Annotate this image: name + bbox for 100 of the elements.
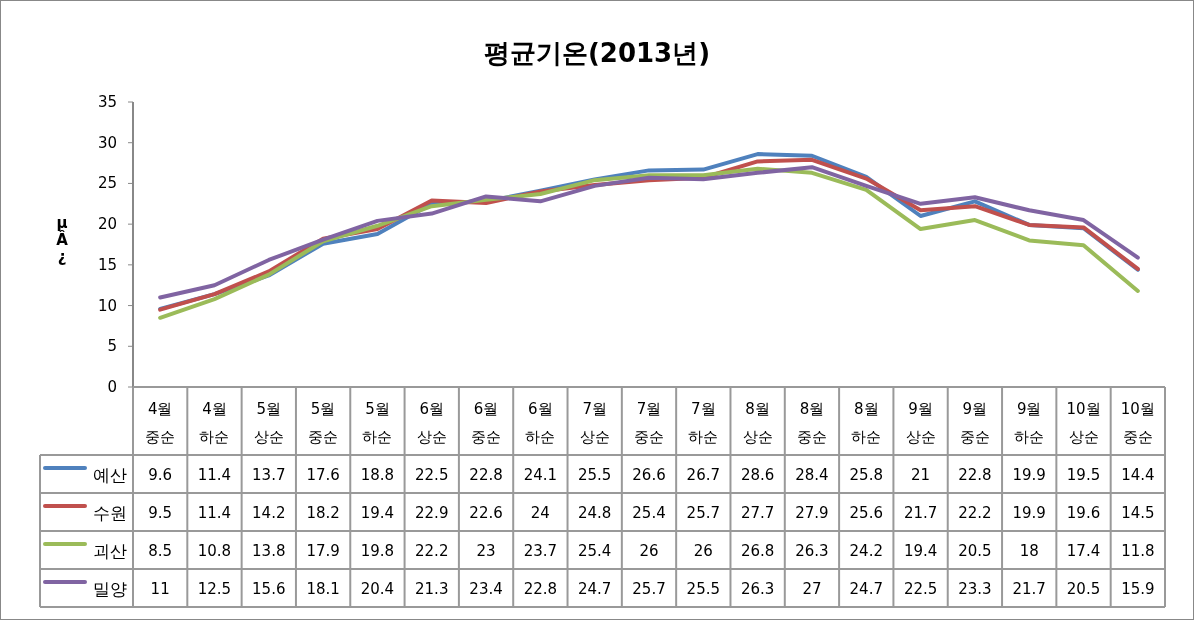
data-label: 11.8 [1121,542,1155,560]
x-tick-label: 5월 하순 [362,400,393,446]
data-label: 13.8 [252,542,286,560]
x-tick-label: 8월 하순 [851,400,882,446]
x-tick-label: 10월 상순 [1066,400,1101,446]
data-label: 21 [911,466,931,484]
data-label: 19.8 [360,542,395,560]
data-label: 22.8 [523,580,558,598]
data-label: 18.8 [360,466,395,484]
data-label: 24.7 [577,580,612,598]
data-label: 9.6 [148,466,173,484]
y-tick-label: 5 [107,337,117,356]
data-label: 12.5 [197,580,232,598]
x-tick-label: 7월 중순 [634,400,664,446]
data-label: 22.9 [415,504,449,522]
data-label: 22.2 [415,542,449,560]
y-tick-label: 10 [97,296,117,315]
data-label: 13.7 [252,466,286,484]
x-tick-label: 6월 하순 [525,400,556,446]
data-label: 25.5 [686,580,721,598]
data-label: 17.9 [306,542,340,560]
data-label: 8.5 [148,542,173,560]
data-label: 24.7 [849,580,883,598]
x-tick-label: 10월 중순 [1120,400,1155,446]
data-label: 15.6 [252,580,286,598]
data-label: 19.9 [1012,466,1046,484]
y-tick-label: 30 [97,133,117,152]
x-tick-label: 9월 상순 [905,400,936,446]
legend-label: 밀양 [93,579,127,599]
chart-title: 평균기온(2013년) [483,38,711,68]
data-label: 21.7 [903,504,938,522]
x-tick-label: 7월 하순 [688,400,719,446]
x-tick-label: 6월 상순 [416,400,447,446]
data-label: 26.3 [740,580,775,598]
y-tick-label: 35 [97,93,117,111]
data-label: 26.3 [795,542,829,560]
data-label: 19.9 [1012,504,1046,522]
data-label: 19.6 [1066,504,1101,522]
data-label: 24 [530,504,550,522]
x-tick-label: 4월 하순 [199,400,230,446]
data-label: 23 [476,542,496,560]
y-axis-title: µÂ¿ [56,214,69,266]
data-label: 11.4 [197,504,232,522]
data-label: 25.7 [686,504,721,522]
data-label: 14.2 [252,504,286,522]
data-label: 28.6 [740,466,775,484]
data-label: 22.6 [469,504,503,522]
data-label: 18.2 [306,504,340,522]
data-label: 20.5 [958,542,992,560]
data-label: 25.6 [849,504,883,522]
data-label: 22.5 [415,466,449,484]
data-label: 22.2 [958,504,992,522]
y-tick-label: 0 [107,378,117,396]
legend-label: 예산 [93,465,127,485]
y-tick-label: 15 [97,255,117,274]
data-label: 26.8 [740,542,775,560]
data-label: 17.6 [306,466,340,484]
data-label: 26 [693,542,713,560]
data-label: 24.2 [849,542,883,560]
data-label: 22.5 [903,580,938,598]
data-label: 25.5 [577,466,612,484]
x-tick-label: 9월 중순 [959,400,990,446]
data-label: 10.8 [197,542,232,560]
data-label: 27.7 [740,504,775,522]
data-label: 15.9 [1121,580,1155,598]
data-label: 17.4 [1066,542,1101,560]
x-tick-label: 9월 하순 [1014,400,1045,446]
x-tick-label: 8월 중순 [796,400,827,446]
data-label: 18 [1019,542,1039,560]
y-tick-label: 25 [97,174,117,193]
data-label: 23.3 [958,580,992,598]
data-label: 25.4 [577,542,612,560]
data-label: 20.5 [1066,580,1101,598]
y-tick-label: 20 [97,215,117,234]
x-tick-label: 5월 상순 [253,400,284,446]
legend-label: 괴산 [93,541,127,561]
data-label: 18.1 [306,580,340,598]
data-label: 26.6 [632,466,666,484]
data-label: 11 [150,580,170,598]
data-label: 19.4 [903,542,938,560]
data-label: 19.4 [360,504,395,522]
data-label: 25.8 [849,466,883,484]
x-tick-label: 5월 중순 [308,400,339,446]
data-label: 26.7 [686,466,721,484]
x-tick-label: 4월 중순 [145,400,176,446]
data-label: 22.8 [469,466,503,484]
data-label: 19.5 [1066,466,1101,484]
data-label: 20.4 [360,580,395,598]
data-label: 26 [639,542,659,560]
data-label: 9.5 [148,504,173,522]
data-label: 21.3 [415,580,449,598]
x-tick-label: 8월 상순 [742,400,773,446]
data-label: 23.7 [523,542,558,560]
x-tick-label: 7월 상순 [579,400,610,446]
data-label: 27.9 [795,504,829,522]
data-label: 14.5 [1121,504,1155,522]
data-label: 25.4 [632,504,666,522]
data-label: 25.7 [632,580,666,598]
x-tick-label: 6월 중순 [471,400,502,446]
data-label: 24.8 [577,504,612,522]
